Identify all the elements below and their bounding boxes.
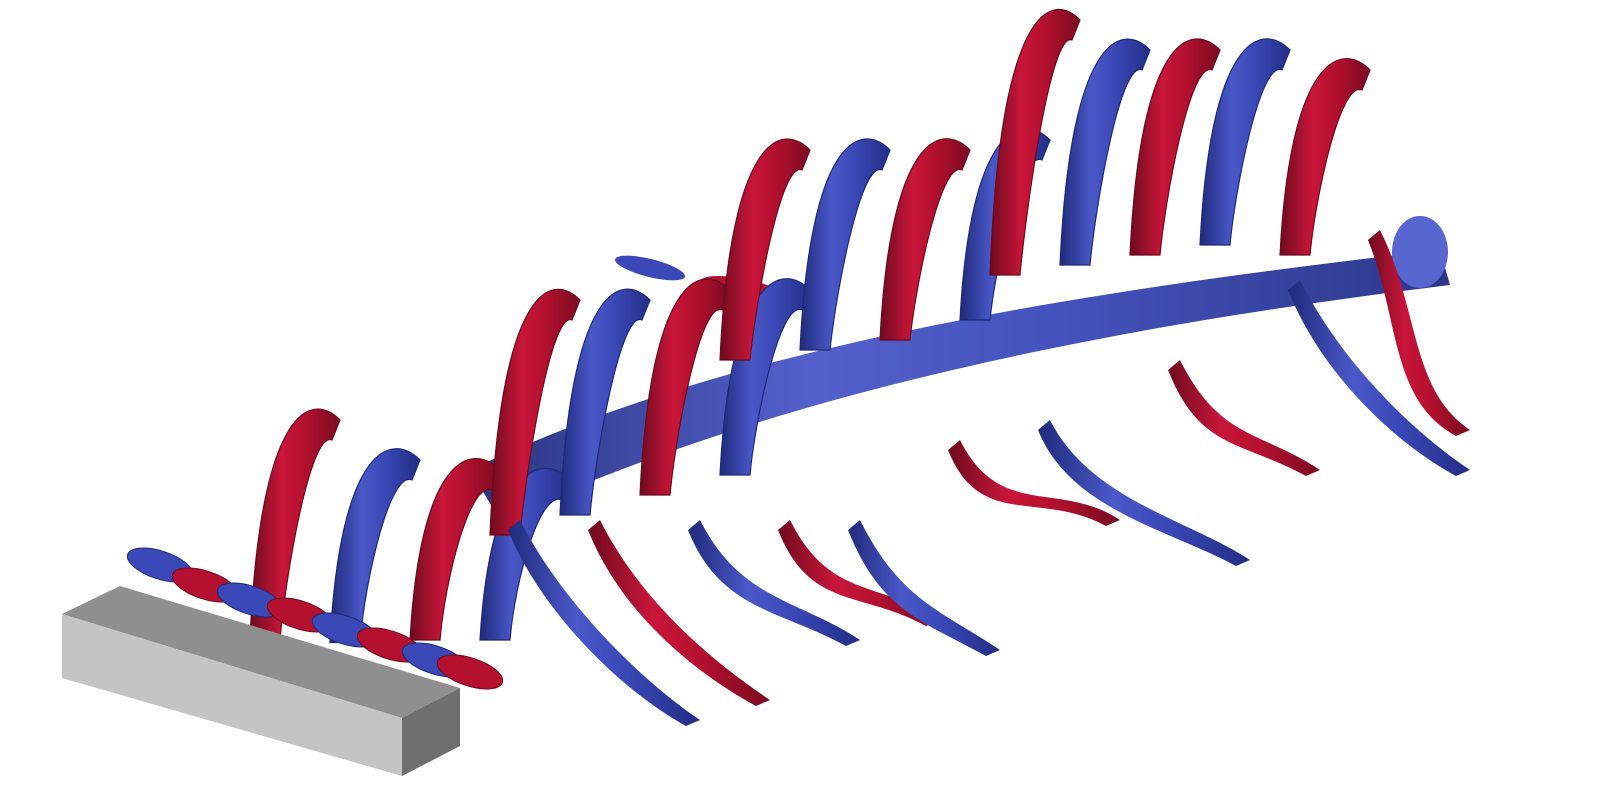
negative-blob xyxy=(615,255,685,281)
near-body-rollers xyxy=(126,547,504,690)
negative-vortex-loop xyxy=(1059,38,1151,266)
positive-vortex-leg xyxy=(588,520,770,706)
positive-vortex-loop xyxy=(1129,38,1221,256)
streamwise-vortex-core xyxy=(470,250,1450,520)
wake-vortex-tubes-far xyxy=(470,216,1450,520)
positive-vortex-loop xyxy=(879,138,971,341)
positive-vortex-loop xyxy=(249,408,341,641)
negative-vortex-loop xyxy=(329,448,421,644)
tube-end-cap xyxy=(1392,216,1448,288)
positive-vortex-loop xyxy=(989,8,1081,276)
solid-body-box xyxy=(62,586,460,776)
positive-vortex-leg xyxy=(948,440,1120,526)
positive-vortex-loop xyxy=(489,288,581,536)
negative-vortex-loop xyxy=(799,138,891,351)
box-front-face xyxy=(62,614,402,776)
negative-vortex-leg xyxy=(688,520,860,646)
box-top-face xyxy=(62,586,460,718)
positive-vortex-leg xyxy=(1168,360,1320,476)
negative-vortex-leg xyxy=(1038,420,1250,566)
negative-vortex-leg xyxy=(508,520,700,726)
positive-vortex-loop xyxy=(719,138,811,361)
negative-vortex-loop xyxy=(559,288,651,516)
positive-roller xyxy=(436,654,504,690)
positive-vortex-loop xyxy=(1279,58,1371,256)
negative-vortex-leg xyxy=(848,520,1000,656)
wake-vortex-rings-mid xyxy=(249,8,1371,644)
wake-vortex-rings-near xyxy=(508,230,1470,726)
box-end-face xyxy=(402,688,460,776)
positive-vortex-leg xyxy=(1368,230,1470,436)
negative-vortex-leg xyxy=(1288,280,1470,476)
negative-vortex-loop xyxy=(1199,38,1291,246)
